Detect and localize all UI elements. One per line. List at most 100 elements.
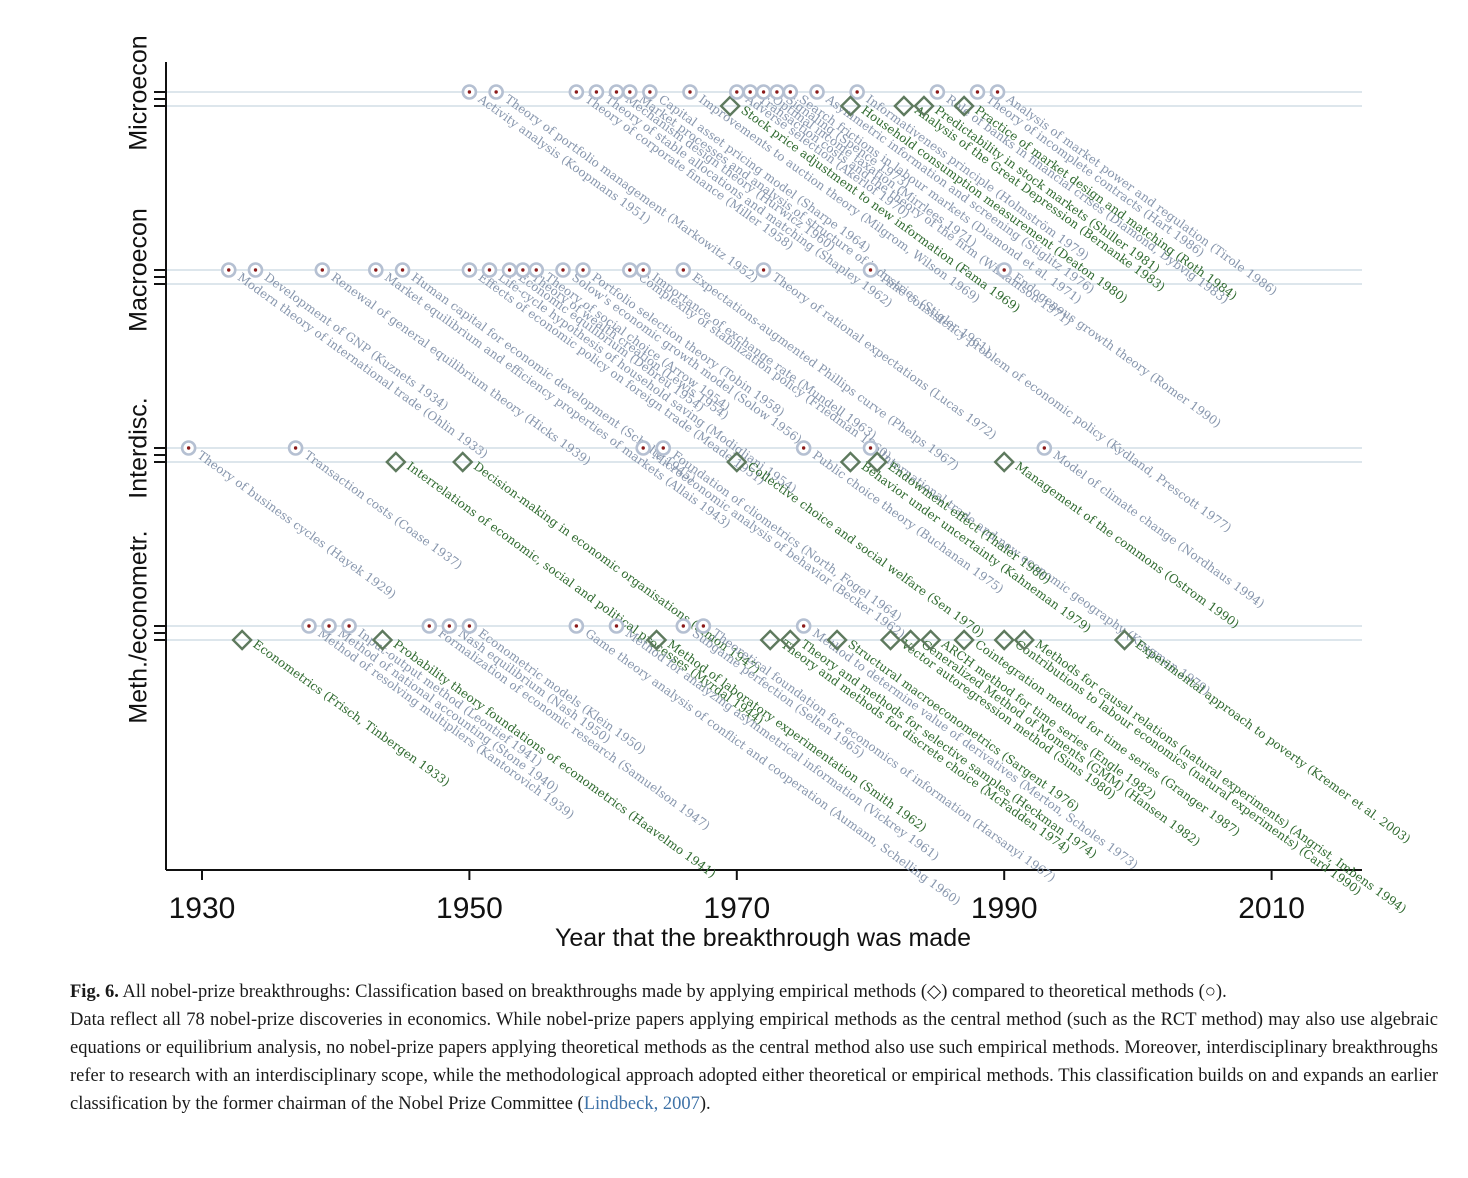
- theoretical-point-center: [935, 90, 940, 94]
- theoretical-point-center: [628, 268, 632, 272]
- empirical-point: [866, 451, 888, 473]
- empirical-point: [371, 629, 394, 651]
- caption-body-end: ).: [699, 1094, 711, 1114]
- axes: [154, 62, 1362, 871]
- empirical-point: [953, 629, 975, 651]
- theoretical-point-center: [327, 624, 331, 628]
- empirical-point: [839, 95, 862, 117]
- theoretical-point-center: [521, 268, 525, 272]
- empirical-point: [913, 95, 935, 117]
- theoretical-point-center: [641, 268, 645, 272]
- theoretical-point-center: [347, 624, 351, 628]
- theoretical-point-center: [427, 624, 431, 628]
- empirical-point: [899, 629, 922, 651]
- theoretical-point-center: [868, 268, 873, 272]
- empirical-point: [726, 451, 748, 473]
- x-tick-label: 1950: [436, 892, 503, 925]
- caption-body: Data reflect all 78 nobel-prize discover…: [70, 1010, 1438, 1114]
- y-category-label: Microecon: [125, 35, 153, 150]
- theoretical-point-center: [641, 446, 645, 450]
- y-category-label: Interdisc.: [125, 397, 153, 498]
- theoretical-point-center: [661, 446, 665, 450]
- theoretical-point-center: [761, 268, 766, 272]
- theoretical-point-center: [227, 268, 231, 272]
- point-label: Method for analyzing asymmetrical inform…: [623, 626, 942, 863]
- theoretical-point-center: [253, 268, 258, 272]
- theoretical-point-center: [788, 90, 792, 94]
- theoretical-point-center: [775, 90, 779, 94]
- theoretical-point-center: [688, 90, 692, 94]
- empirical-point: [993, 629, 1015, 651]
- empirical-point: [452, 451, 474, 473]
- theoretical-point-center: [561, 268, 565, 272]
- empirical-point: [1113, 629, 1136, 651]
- empirical-point: [839, 451, 862, 473]
- x-tick-label: 2010: [1238, 892, 1305, 925]
- theoretical-point-center: [995, 90, 1000, 94]
- theoretical-point-center: [1002, 268, 1006, 272]
- theoretical-point-center: [186, 446, 191, 450]
- theoretical-point-center: [400, 268, 405, 272]
- theoretical-point-center: [701, 624, 706, 628]
- data-points: Activity analysis (Koopmans 1951)Theory …: [180, 84, 1413, 916]
- theoretical-point-center: [681, 268, 686, 272]
- theoretical-point-center: [574, 624, 579, 628]
- empirical-point: [826, 629, 848, 651]
- empirical-point: [1013, 629, 1035, 651]
- theoretical-point-center: [648, 90, 652, 94]
- citation-link[interactable]: Lindbeck, 2007: [583, 1094, 700, 1114]
- theoretical-point-center: [467, 624, 472, 628]
- theoretical-point-center: [628, 90, 632, 94]
- theoretical-point-center: [594, 90, 599, 94]
- x-tick-label: 1930: [169, 892, 236, 925]
- point-label: Method of national accounting (Stone 194…: [335, 626, 561, 796]
- theoretical-point-center: [574, 90, 579, 94]
- x-tick-label: 1990: [971, 892, 1038, 925]
- theoretical-point-center: [855, 90, 859, 94]
- figure-title: All nobel-prize breakthroughs: Classific…: [122, 982, 1227, 1002]
- theoretical-point-center: [320, 268, 325, 272]
- theoretical-point-center: [614, 90, 619, 94]
- empirical-point: [993, 451, 1015, 473]
- theoretical-point-center: [868, 446, 873, 450]
- theoretical-point-center: [801, 446, 806, 450]
- theoretical-point-center: [494, 90, 498, 94]
- theoretical-point-center: [307, 624, 311, 628]
- empirical-point: [779, 629, 801, 651]
- theoretical-point-center: [748, 90, 752, 94]
- x-ticks: 1930 1950 1970 1990 2010: [169, 870, 1305, 925]
- theoretical-point-center: [801, 624, 806, 628]
- empirical-point: [893, 95, 915, 117]
- theoretical-point-center: [293, 446, 298, 450]
- theoretical-point-center: [447, 624, 452, 628]
- x-axis-label: Year that the breakthrough was made: [555, 924, 971, 952]
- empirical-point: [919, 629, 942, 651]
- y-category-labels: Microecon Macroecon Interdisc. Meth./econom…: [125, 35, 153, 723]
- y-category-label: Meth./econometr.: [125, 530, 153, 723]
- figure-caption: Fig. 6. All nobel-prize breakthroughs: C…: [70, 978, 1438, 1118]
- point-label: Probability theory foundations of econom…: [391, 637, 719, 881]
- empirical-point: [385, 451, 407, 473]
- theoretical-point-center: [467, 90, 472, 94]
- empirical-point: [879, 629, 902, 651]
- theoretical-point-center: [681, 624, 686, 628]
- empirical-point: [953, 95, 975, 117]
- point-label: Theory of business cycles (Hayek 1929): [195, 448, 399, 601]
- theoretical-point-center: [507, 268, 512, 272]
- theoretical-point-center: [614, 624, 619, 628]
- empirical-point: [759, 629, 781, 651]
- theoretical-point-center: [581, 268, 585, 272]
- empirical-point: [231, 629, 253, 651]
- chart: Microecon Macroecon Interdisc. Meth./econom…: [125, 35, 1414, 952]
- theoretical-point-center: [534, 268, 538, 272]
- empirical-point: [719, 95, 741, 117]
- theoretical-point-center: [975, 90, 980, 94]
- empirical-point: [645, 629, 668, 651]
- theoretical-point-center: [815, 90, 819, 94]
- theoretical-point-center: [1042, 446, 1047, 450]
- figure-label: Fig. 6.: [70, 982, 119, 1002]
- theoretical-point-center: [374, 268, 378, 272]
- theoretical-point-center: [761, 90, 766, 94]
- theoretical-point-center: [735, 90, 739, 94]
- theoretical-point-center: [487, 268, 492, 272]
